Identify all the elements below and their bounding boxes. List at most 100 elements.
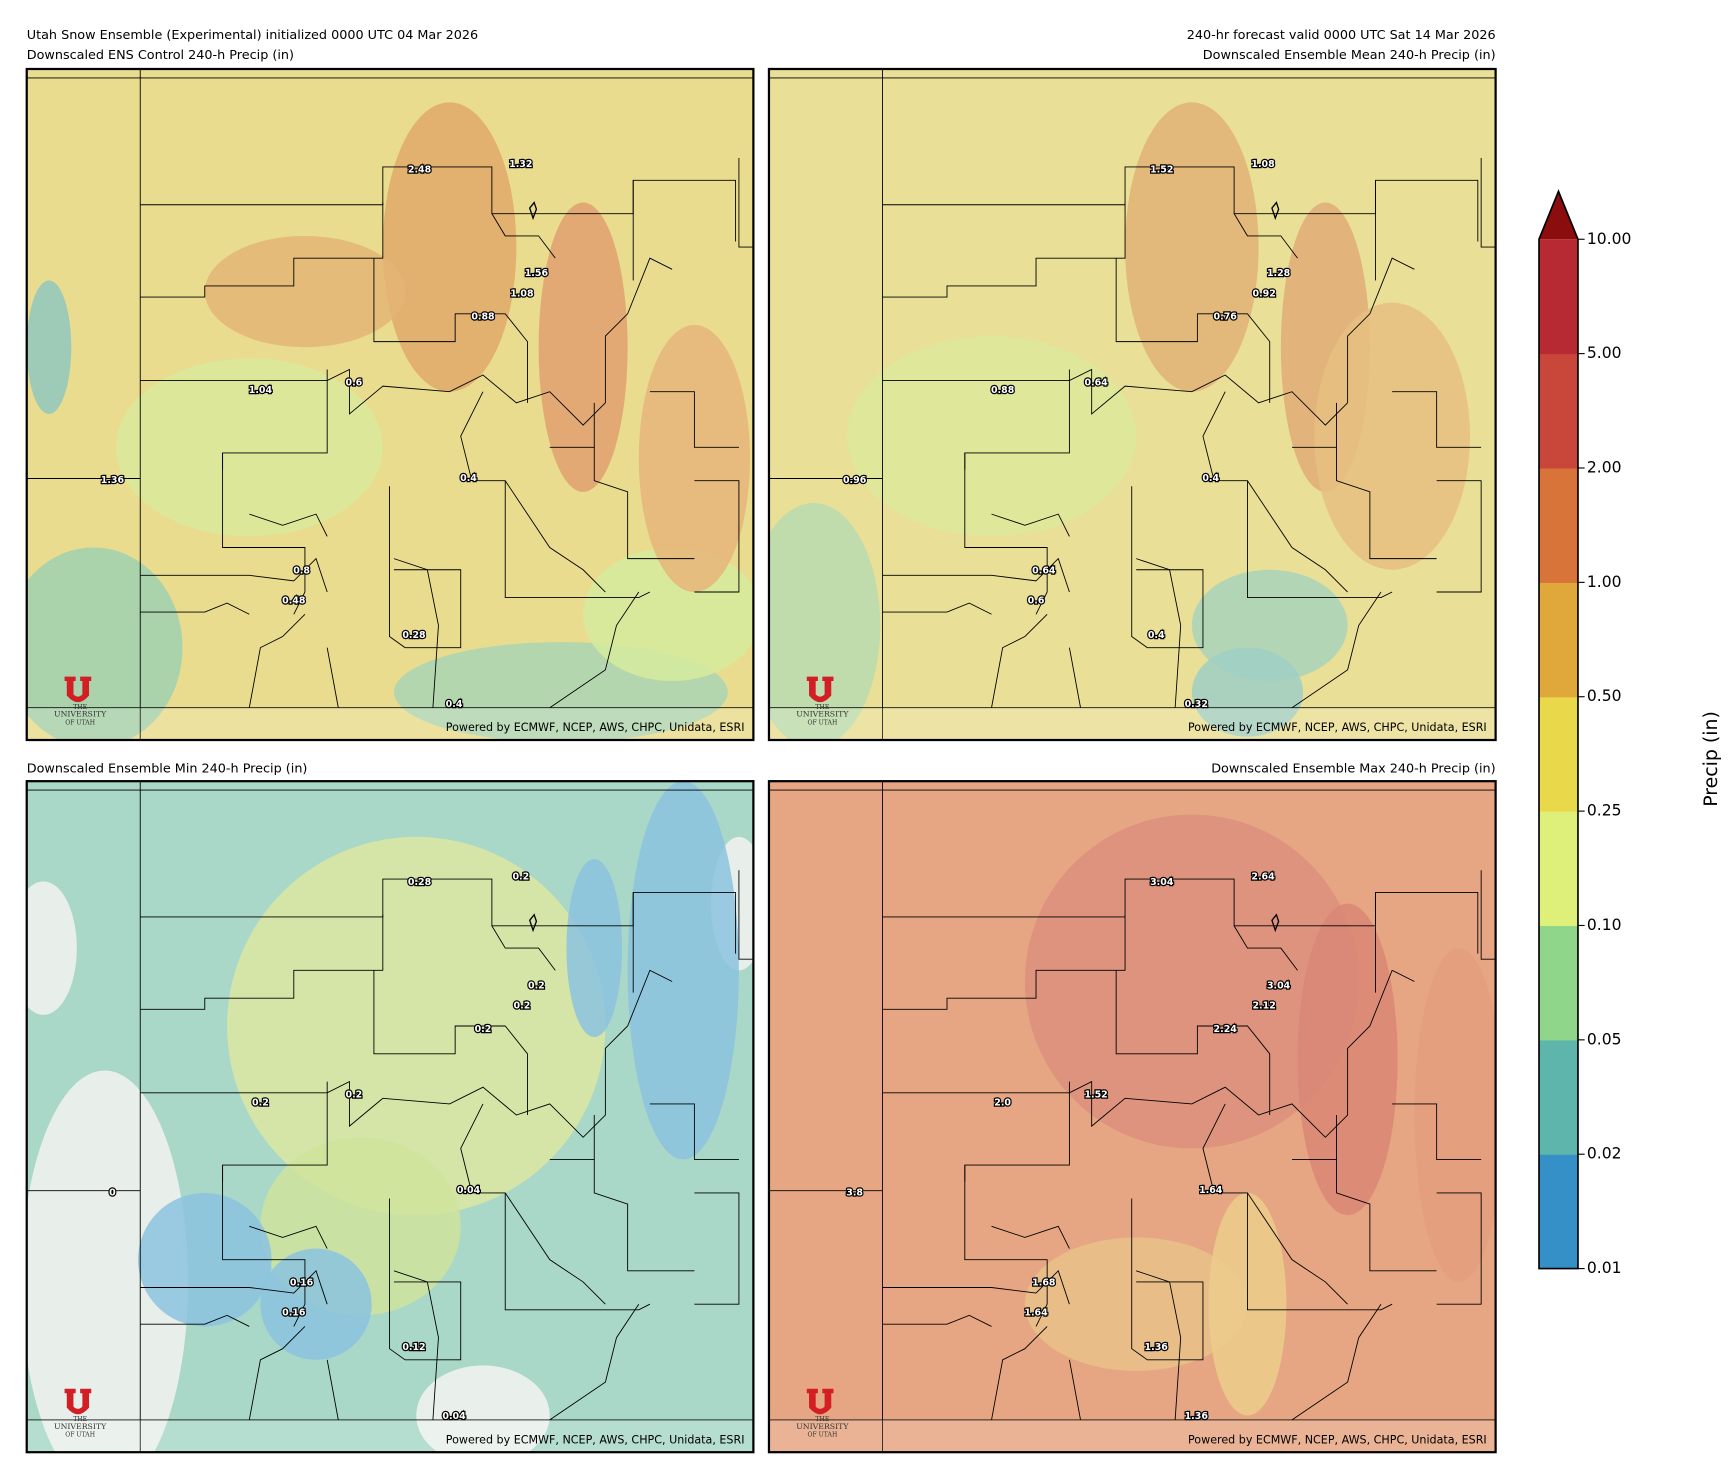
colorbar-tick-label: 0.25 bbox=[1587, 802, 1622, 820]
boundary bbox=[1131, 486, 1204, 649]
precip-area bbox=[846, 336, 1137, 537]
precip-area bbox=[538, 202, 628, 492]
boundary bbox=[504, 480, 651, 599]
map-layer: 3.04 2.64 3.04 2.12 2.24 2.0 1.52 3.8 1.64 1.68 1.… bbox=[768, 781, 1496, 1453]
point-label: 0.88 bbox=[991, 385, 1014, 396]
boundary bbox=[326, 1359, 339, 1421]
point-label: 1.52 bbox=[1150, 165, 1173, 176]
precip-area bbox=[1024, 814, 1359, 1149]
panel-frame bbox=[25, 780, 755, 1454]
colorbar-bin bbox=[1539, 1154, 1578, 1270]
precip-area bbox=[115, 358, 383, 537]
point-label: 0.4 bbox=[1202, 473, 1219, 484]
point-label: 0.4 bbox=[460, 473, 477, 484]
precip-area bbox=[204, 235, 406, 348]
boundary bbox=[222, 452, 306, 615]
point-label: 2.12 bbox=[1253, 1000, 1276, 1011]
panel-title: Downscaled Ensemble Max 240-h Precip (in… bbox=[1211, 761, 1495, 776]
point-label: 2.48 bbox=[408, 165, 431, 176]
lake bbox=[528, 913, 538, 933]
point-label: 0.96 bbox=[843, 475, 867, 486]
colorbar-tick-label: 0.01 bbox=[1587, 1259, 1622, 1277]
precip-area bbox=[138, 1192, 272, 1327]
boundary bbox=[964, 1165, 1048, 1327]
boundary bbox=[249, 1225, 328, 1249]
colorbar-tick-label: 0.50 bbox=[1587, 687, 1622, 705]
credit: Powered by ECMWF, NCEP, AWS, CHPC, Unida… bbox=[446, 721, 745, 734]
boundary bbox=[882, 602, 992, 615]
boundary bbox=[882, 557, 1070, 593]
precip-area bbox=[416, 1365, 550, 1453]
boundary bbox=[738, 870, 754, 960]
logo-text: THE bbox=[815, 704, 829, 711]
precip-area bbox=[260, 1248, 372, 1360]
point-label: 0.32 bbox=[1185, 699, 1208, 710]
panel-title: Downscaled ENS Control 240-h Precip (in) bbox=[27, 48, 294, 63]
point-label: 0.16 bbox=[282, 1308, 306, 1319]
boundary bbox=[1436, 480, 1482, 593]
boundary bbox=[738, 158, 754, 248]
map-panel: 1.52 1.08 1.28 0.92 0.76 0.88 0.64 0.96 0.4 0.64 0… bbox=[767, 67, 1497, 742]
boundary bbox=[1247, 1192, 1393, 1311]
boundary bbox=[1480, 158, 1496, 248]
precip-area bbox=[627, 781, 739, 1160]
boundary bbox=[991, 1326, 1048, 1421]
map-panel: 2.48 1.32 1.56 1.08 0.88 1.04 0.6 1.36 0.4 0.8 0.4… bbox=[25, 67, 755, 742]
credit-strip bbox=[768, 707, 1496, 741]
point-label: 1.64 bbox=[1024, 1308, 1048, 1319]
point-label: 0.2 bbox=[346, 1089, 363, 1100]
point-label: 1.52 bbox=[1084, 1089, 1107, 1100]
boundary bbox=[326, 647, 339, 708]
point-label: 0.04 bbox=[442, 1411, 466, 1422]
boundary bbox=[1291, 591, 1382, 709]
boundary bbox=[140, 602, 250, 615]
boundary bbox=[991, 613, 1048, 708]
point-label: 1.64 bbox=[1199, 1185, 1223, 1196]
logo-text: UNIVERSITY bbox=[796, 710, 849, 719]
boundary bbox=[1136, 558, 1182, 708]
boundary bbox=[1336, 447, 1437, 560]
boundary bbox=[389, 486, 462, 649]
boundary bbox=[991, 513, 1070, 537]
boundary bbox=[1247, 480, 1393, 599]
logo-text: OF UTAH bbox=[807, 1432, 837, 1439]
point-label: 0.28 bbox=[402, 630, 425, 641]
colorbar-extend bbox=[1539, 191, 1578, 240]
boundary bbox=[1233, 213, 1298, 259]
precip-area bbox=[26, 280, 72, 414]
boundary bbox=[504, 1192, 651, 1311]
point-label: 1.68 bbox=[1032, 1278, 1055, 1289]
boundary bbox=[1136, 1270, 1182, 1420]
boundary bbox=[694, 1192, 740, 1305]
colorbar-tick-label: 0.05 bbox=[1587, 1030, 1622, 1048]
point-label: 3.04 bbox=[1150, 877, 1174, 888]
point-label: 0.2 bbox=[475, 1024, 492, 1035]
boundary bbox=[491, 925, 556, 971]
boundary bbox=[1392, 1103, 1482, 1160]
boundary bbox=[593, 1159, 695, 1272]
colorbar-bin bbox=[1539, 467, 1578, 583]
colorbar-bin bbox=[1539, 811, 1578, 927]
credit-strip bbox=[768, 1419, 1496, 1453]
point-label: 0.8 bbox=[293, 565, 310, 576]
point-label: 0.88 bbox=[471, 312, 494, 323]
point-label: 1.28 bbox=[1267, 268, 1290, 279]
precip-area bbox=[566, 859, 623, 1038]
boundary bbox=[140, 202, 384, 298]
boundary bbox=[549, 1303, 640, 1421]
point-label: 0.4 bbox=[1148, 630, 1165, 641]
logo-u bbox=[806, 1388, 834, 1415]
boundary bbox=[140, 1314, 250, 1327]
colorbar-tick-label: 10.00 bbox=[1587, 230, 1632, 248]
logo-u bbox=[64, 676, 92, 703]
precip-area bbox=[1191, 647, 1304, 737]
point-label: 0.04 bbox=[457, 1185, 481, 1196]
boundary bbox=[393, 1270, 439, 1420]
panel-frame bbox=[767, 780, 1497, 1454]
point-label: 0.92 bbox=[1253, 288, 1276, 299]
panel-frame bbox=[25, 67, 755, 742]
logo-text: OF UTAH bbox=[65, 719, 95, 726]
boundary bbox=[1068, 1359, 1081, 1421]
boundary bbox=[649, 1103, 739, 1160]
